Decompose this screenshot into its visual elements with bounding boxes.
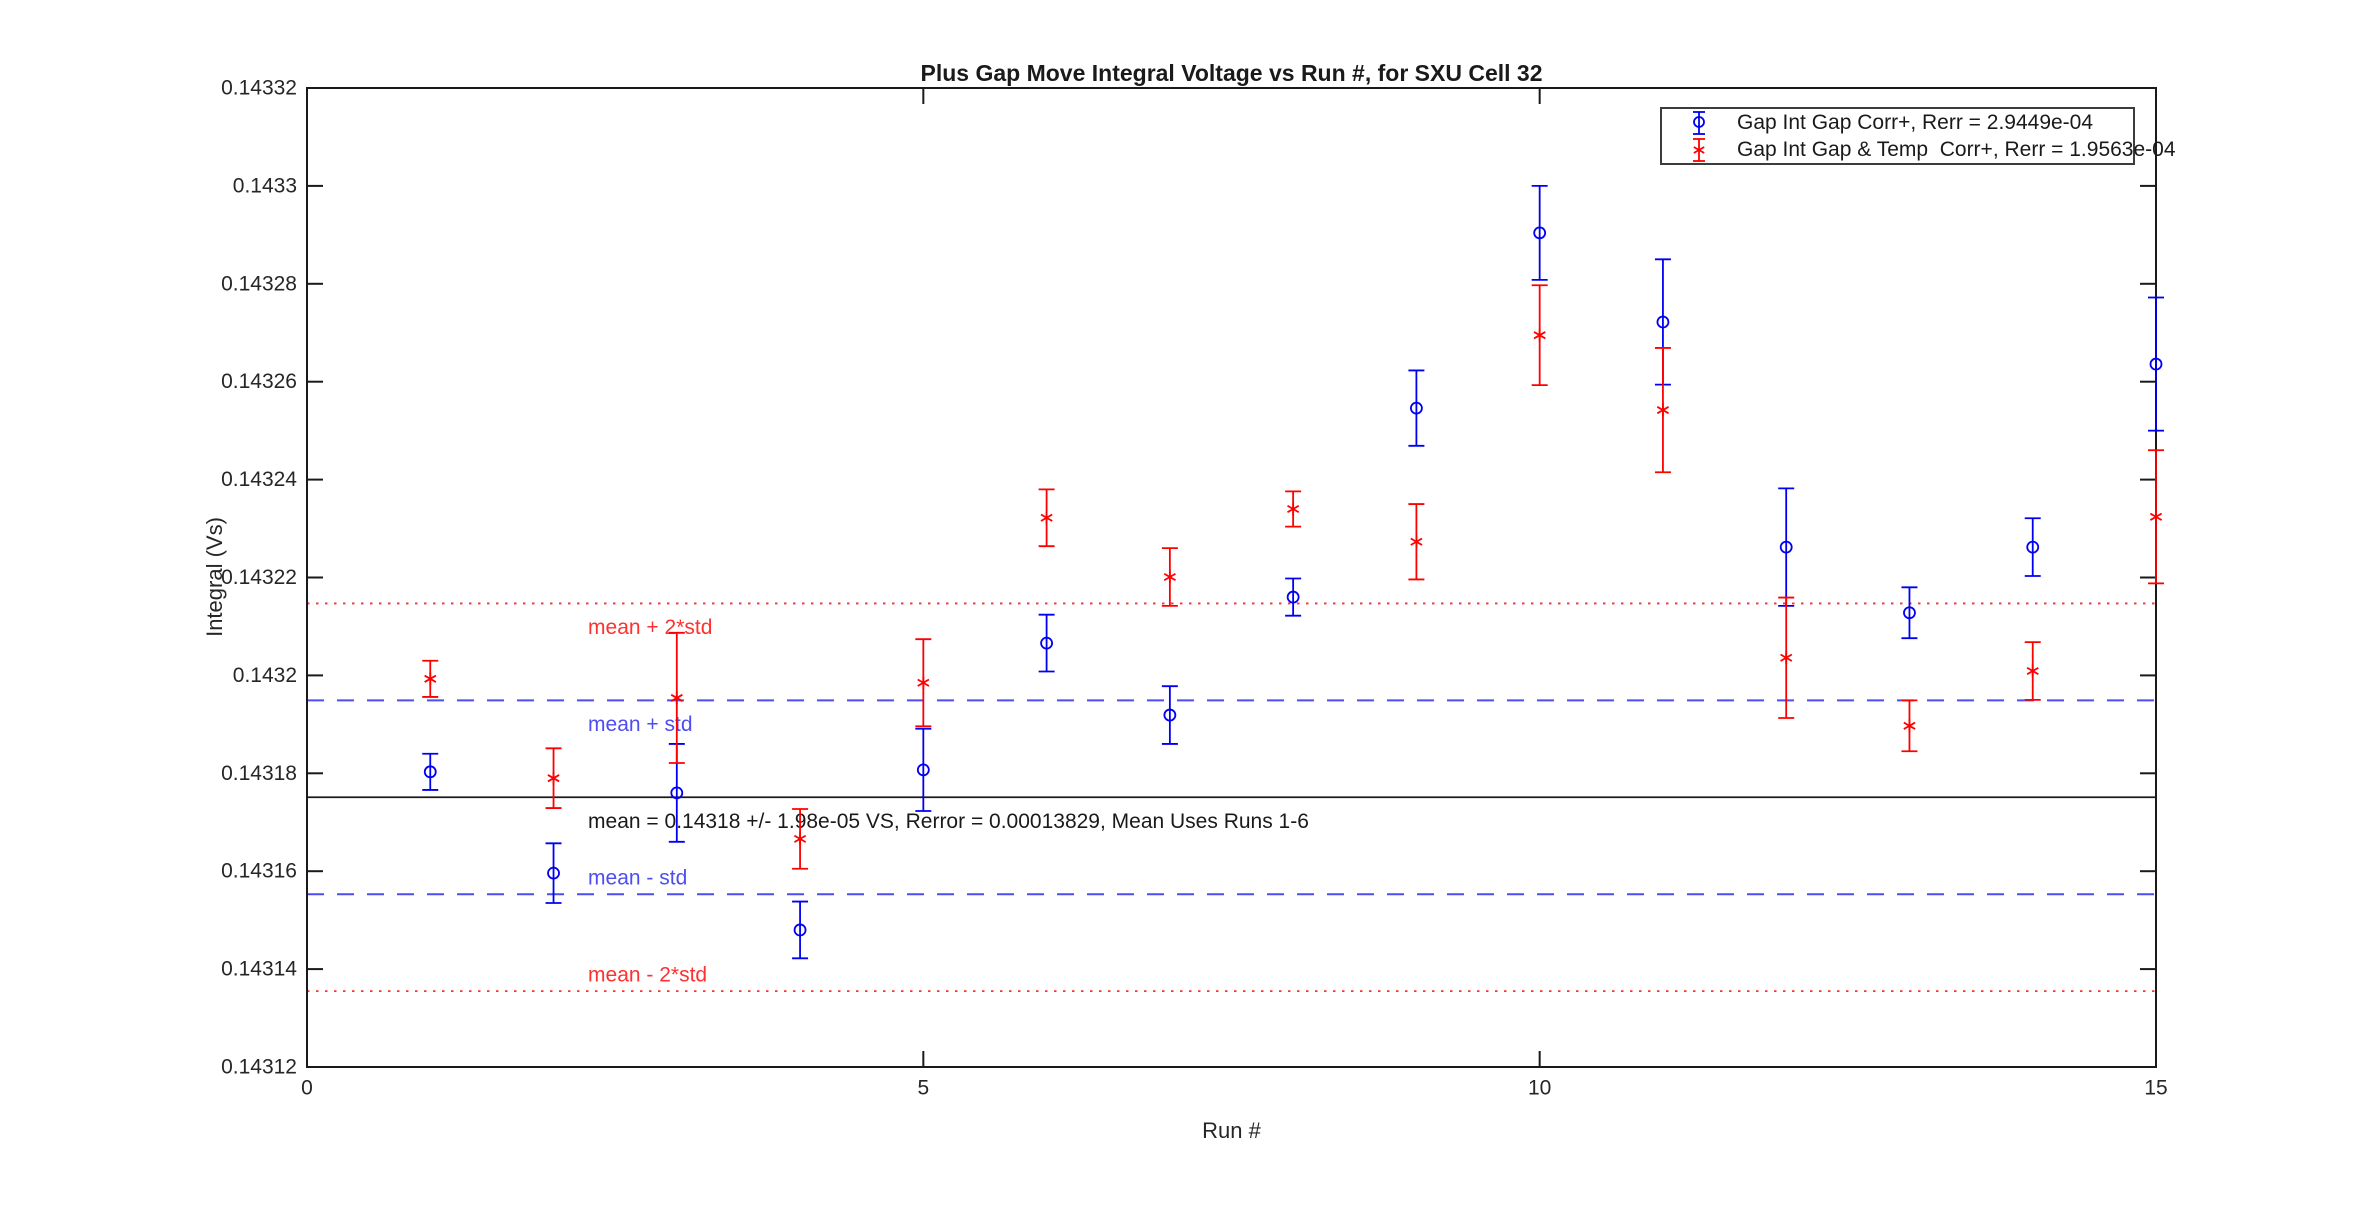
y-axis-label: Integral (Vs) — [202, 517, 227, 637]
data-point-asterisk — [670, 693, 683, 702]
y-tick-label: 0.14328 — [221, 272, 297, 295]
x-axis-label: Run # — [1202, 1118, 1261, 1143]
legend-item-gap-corr: Gap Int Gap Corr+, Rerr = 2.9449e-04 — [1662, 109, 2133, 136]
y-tick-label: 0.14324 — [221, 468, 297, 491]
data-point-circle — [2149, 357, 2163, 371]
legend-label: Gap Int Gap & Temp Corr+, Rerr = 1.9563e… — [1737, 137, 2176, 161]
plot-frame — [306, 87, 2157, 1068]
errorbar-circle-icon — [1693, 110, 1705, 135]
series-asterisk — [422, 284, 2164, 870]
data-point-circle — [670, 786, 684, 800]
data-point-circle — [916, 763, 930, 777]
ref-line-label: mean + 2*std — [588, 616, 712, 639]
data-point-asterisk — [793, 834, 807, 843]
data-point-asterisk — [917, 678, 930, 687]
data-point-asterisk — [547, 774, 560, 783]
legend-item-gap-temp-corr: Gap Int Gap & Temp Corr+, Rerr = 1.9563e… — [1662, 136, 2176, 163]
x-tick-label: 15 — [2144, 1076, 2167, 1099]
ref-line-label: mean = 0.14318 +/- 1.98e-05 VS, Rerror =… — [588, 810, 1309, 833]
data-point-asterisk — [1287, 504, 1300, 513]
data-point-circle — [1903, 606, 1916, 620]
data-point-circle — [1040, 636, 1053, 650]
data-point-circle — [793, 923, 807, 937]
y-tick-label: 0.14316 — [221, 860, 297, 883]
y-tick-label: 0.14332 — [221, 77, 297, 100]
ref-line-label: mean - std — [588, 867, 687, 890]
y-tick-label: 0.14318 — [221, 762, 297, 785]
data-point-asterisk — [1656, 406, 1670, 415]
data-point-circle — [1410, 401, 1423, 415]
data-point-circle — [1656, 315, 1670, 329]
y-tick-label: 0.14322 — [221, 566, 297, 589]
data-point-asterisk — [2149, 512, 2163, 521]
data-point-asterisk — [1903, 721, 1916, 730]
data-point-asterisk — [1040, 513, 1053, 522]
data-point-circle — [423, 765, 437, 779]
data-point-asterisk — [424, 674, 437, 683]
y-tick-label: 0.14326 — [221, 370, 297, 393]
x-tick-label: 0 — [301, 1076, 313, 1099]
data-point-circle — [1163, 708, 1177, 722]
data-point-circle — [1286, 590, 1300, 604]
data-point-asterisk — [1780, 653, 1793, 662]
data-point-circle — [547, 866, 560, 880]
data-point-asterisk — [2026, 666, 2039, 676]
errorbar-asterisk-icon — [1693, 137, 1705, 162]
chart-title: Plus Gap Move Integral Voltage vs Run #,… — [920, 60, 1543, 86]
y-tick-label: 0.14314 — [221, 958, 297, 981]
y-tick-label: 0.1433 — [233, 174, 297, 197]
data-point-circle — [1779, 540, 1793, 554]
legend-label: Gap Int Gap Corr+, Rerr = 2.9449e-04 — [1737, 110, 2094, 134]
data-point-asterisk — [1533, 331, 1546, 340]
x-tick-label: 10 — [1528, 1076, 1551, 1099]
data-point-asterisk — [1163, 572, 1176, 582]
data-point-asterisk — [1410, 537, 1423, 546]
x-tick-label: 5 — [917, 1076, 929, 1099]
data-point-circle — [1533, 226, 1547, 240]
data-point-circle — [2026, 540, 2040, 554]
y-tick-label: 0.14312 — [221, 1056, 297, 1079]
ref-line-label: mean + std — [588, 713, 692, 736]
legend: Gap Int Gap Corr+, Rerr = 2.9449e-04 Gap… — [1660, 107, 2176, 165]
y-tick-label: 0.1432 — [233, 664, 297, 687]
series-circle — [422, 184, 2164, 960]
ref-line-label: mean - 2*std — [588, 964, 707, 987]
